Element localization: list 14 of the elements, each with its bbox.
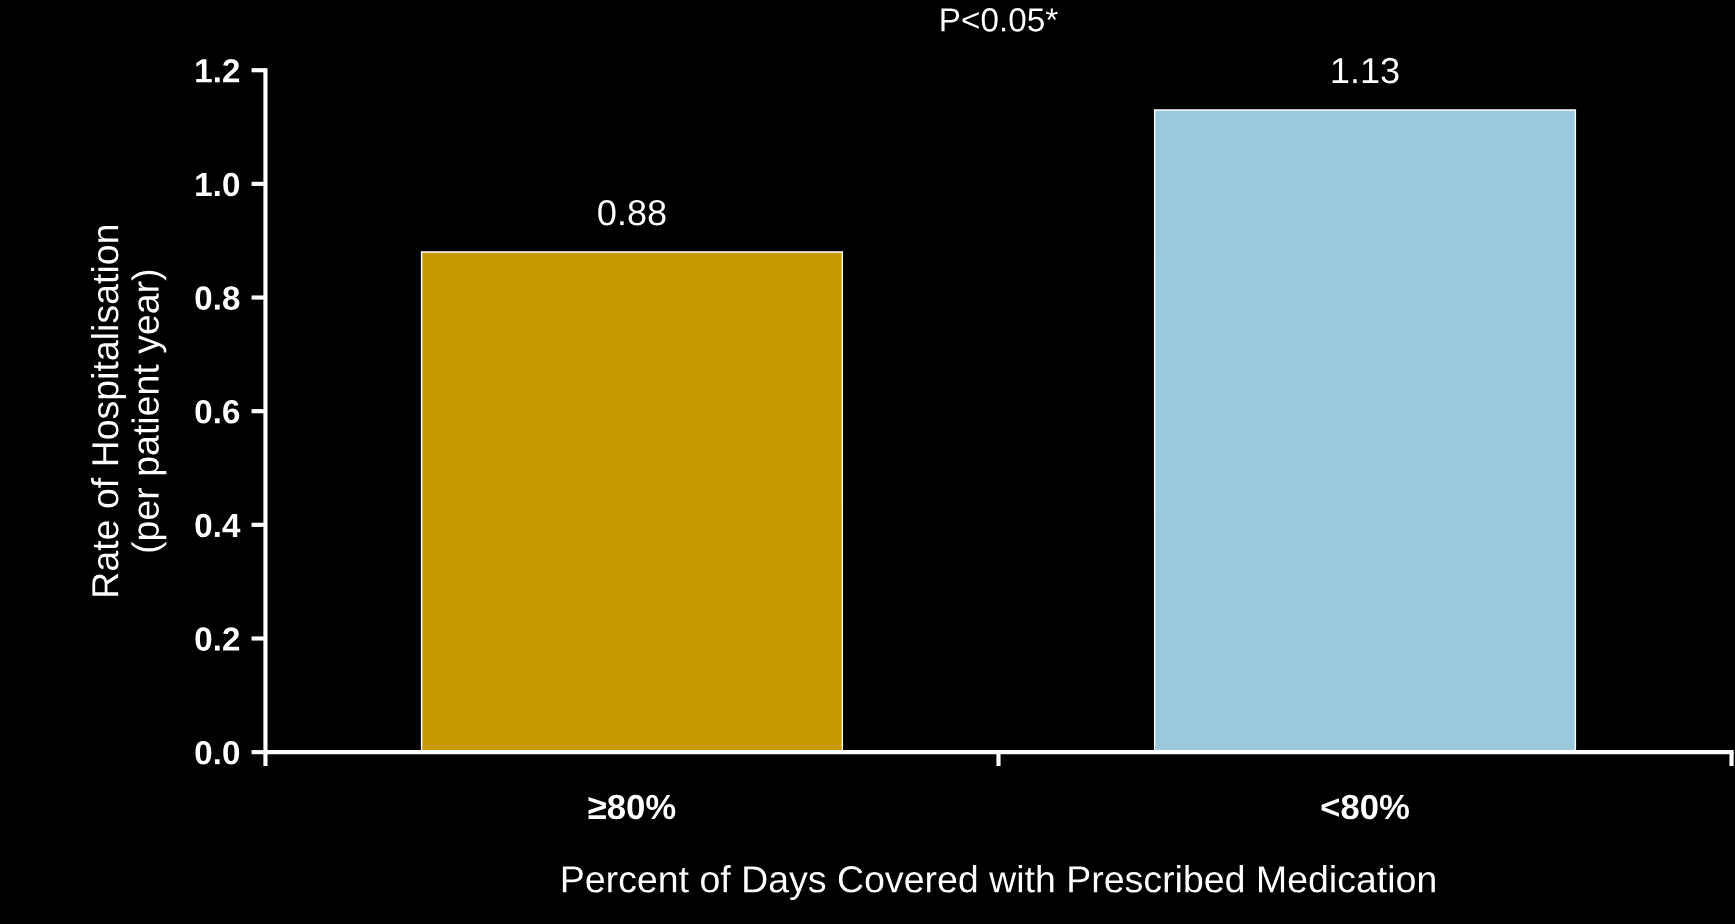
y-tick-label: 0.8 — [195, 286, 240, 310]
y-tick-label: 0.2 — [195, 627, 240, 651]
y-axis-title: Rate of Hospitalisation (per patient year) — [90, 226, 167, 596]
data-label: 0.88 — [598, 199, 666, 226]
chart-title: P<0.05* — [941, 8, 1058, 32]
y-tick-label: 0.4 — [195, 513, 241, 538]
data-label: 1.13 — [1332, 57, 1399, 84]
x-tick-label: <80% — [1321, 794, 1409, 820]
y-tick-label: 1.0 — [196, 172, 240, 197]
y-tick-label: 0.0 — [195, 740, 240, 765]
y-tick-label: 0.6 — [195, 399, 240, 424]
y-tick-label: 1.2 — [196, 59, 240, 83]
x-axis-title: Percent of Days Covered with Prescribed Medication — [562, 865, 1435, 901]
x-tick-label: ≥80% — [588, 794, 676, 820]
